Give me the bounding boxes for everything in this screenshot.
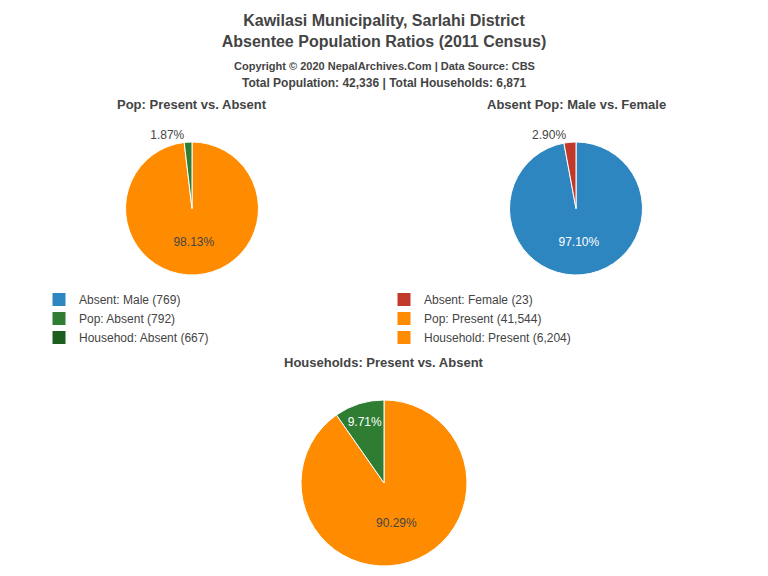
svg-text:90.29%: 90.29% xyxy=(376,516,417,530)
svg-text:97.10%: 97.10% xyxy=(559,235,600,249)
svg-text:Copyright © 2020 NepalArchives: Copyright © 2020 NepalArchives.Com | Dat… xyxy=(234,60,535,72)
svg-text:9.71%: 9.71% xyxy=(348,415,382,429)
svg-text:Pop: Absent (792): Pop: Absent (792) xyxy=(79,312,175,326)
svg-text:Total Population: 42,336 | Tot: Total Population: 42,336 | Total Househo… xyxy=(242,76,527,90)
svg-text:Household: Present (6,204): Household: Present (6,204) xyxy=(424,331,571,345)
svg-text:1.87%: 1.87% xyxy=(150,128,184,142)
svg-text:Absent: Male (769): Absent: Male (769) xyxy=(79,293,180,307)
svg-text:Absent Pop: Male vs. Female: Absent Pop: Male vs. Female xyxy=(487,97,666,112)
svg-text:Pop: Present vs. Absent: Pop: Present vs. Absent xyxy=(117,97,267,112)
svg-text:Househod: Absent (667): Househod: Absent (667) xyxy=(79,331,208,345)
svg-text:98.13%: 98.13% xyxy=(173,235,214,249)
svg-text:Absent: Female (23): Absent: Female (23) xyxy=(424,293,533,307)
svg-text:Pop: Present (41,544): Pop: Present (41,544) xyxy=(424,312,541,326)
svg-text:Kawilasi Municipality, Sarlahi: Kawilasi Municipality, Sarlahi DistrictA… xyxy=(222,12,547,50)
svg-text:2.90%: 2.90% xyxy=(532,128,566,142)
svg-text:Households: Present vs. Absent: Households: Present vs. Absent xyxy=(284,355,484,370)
